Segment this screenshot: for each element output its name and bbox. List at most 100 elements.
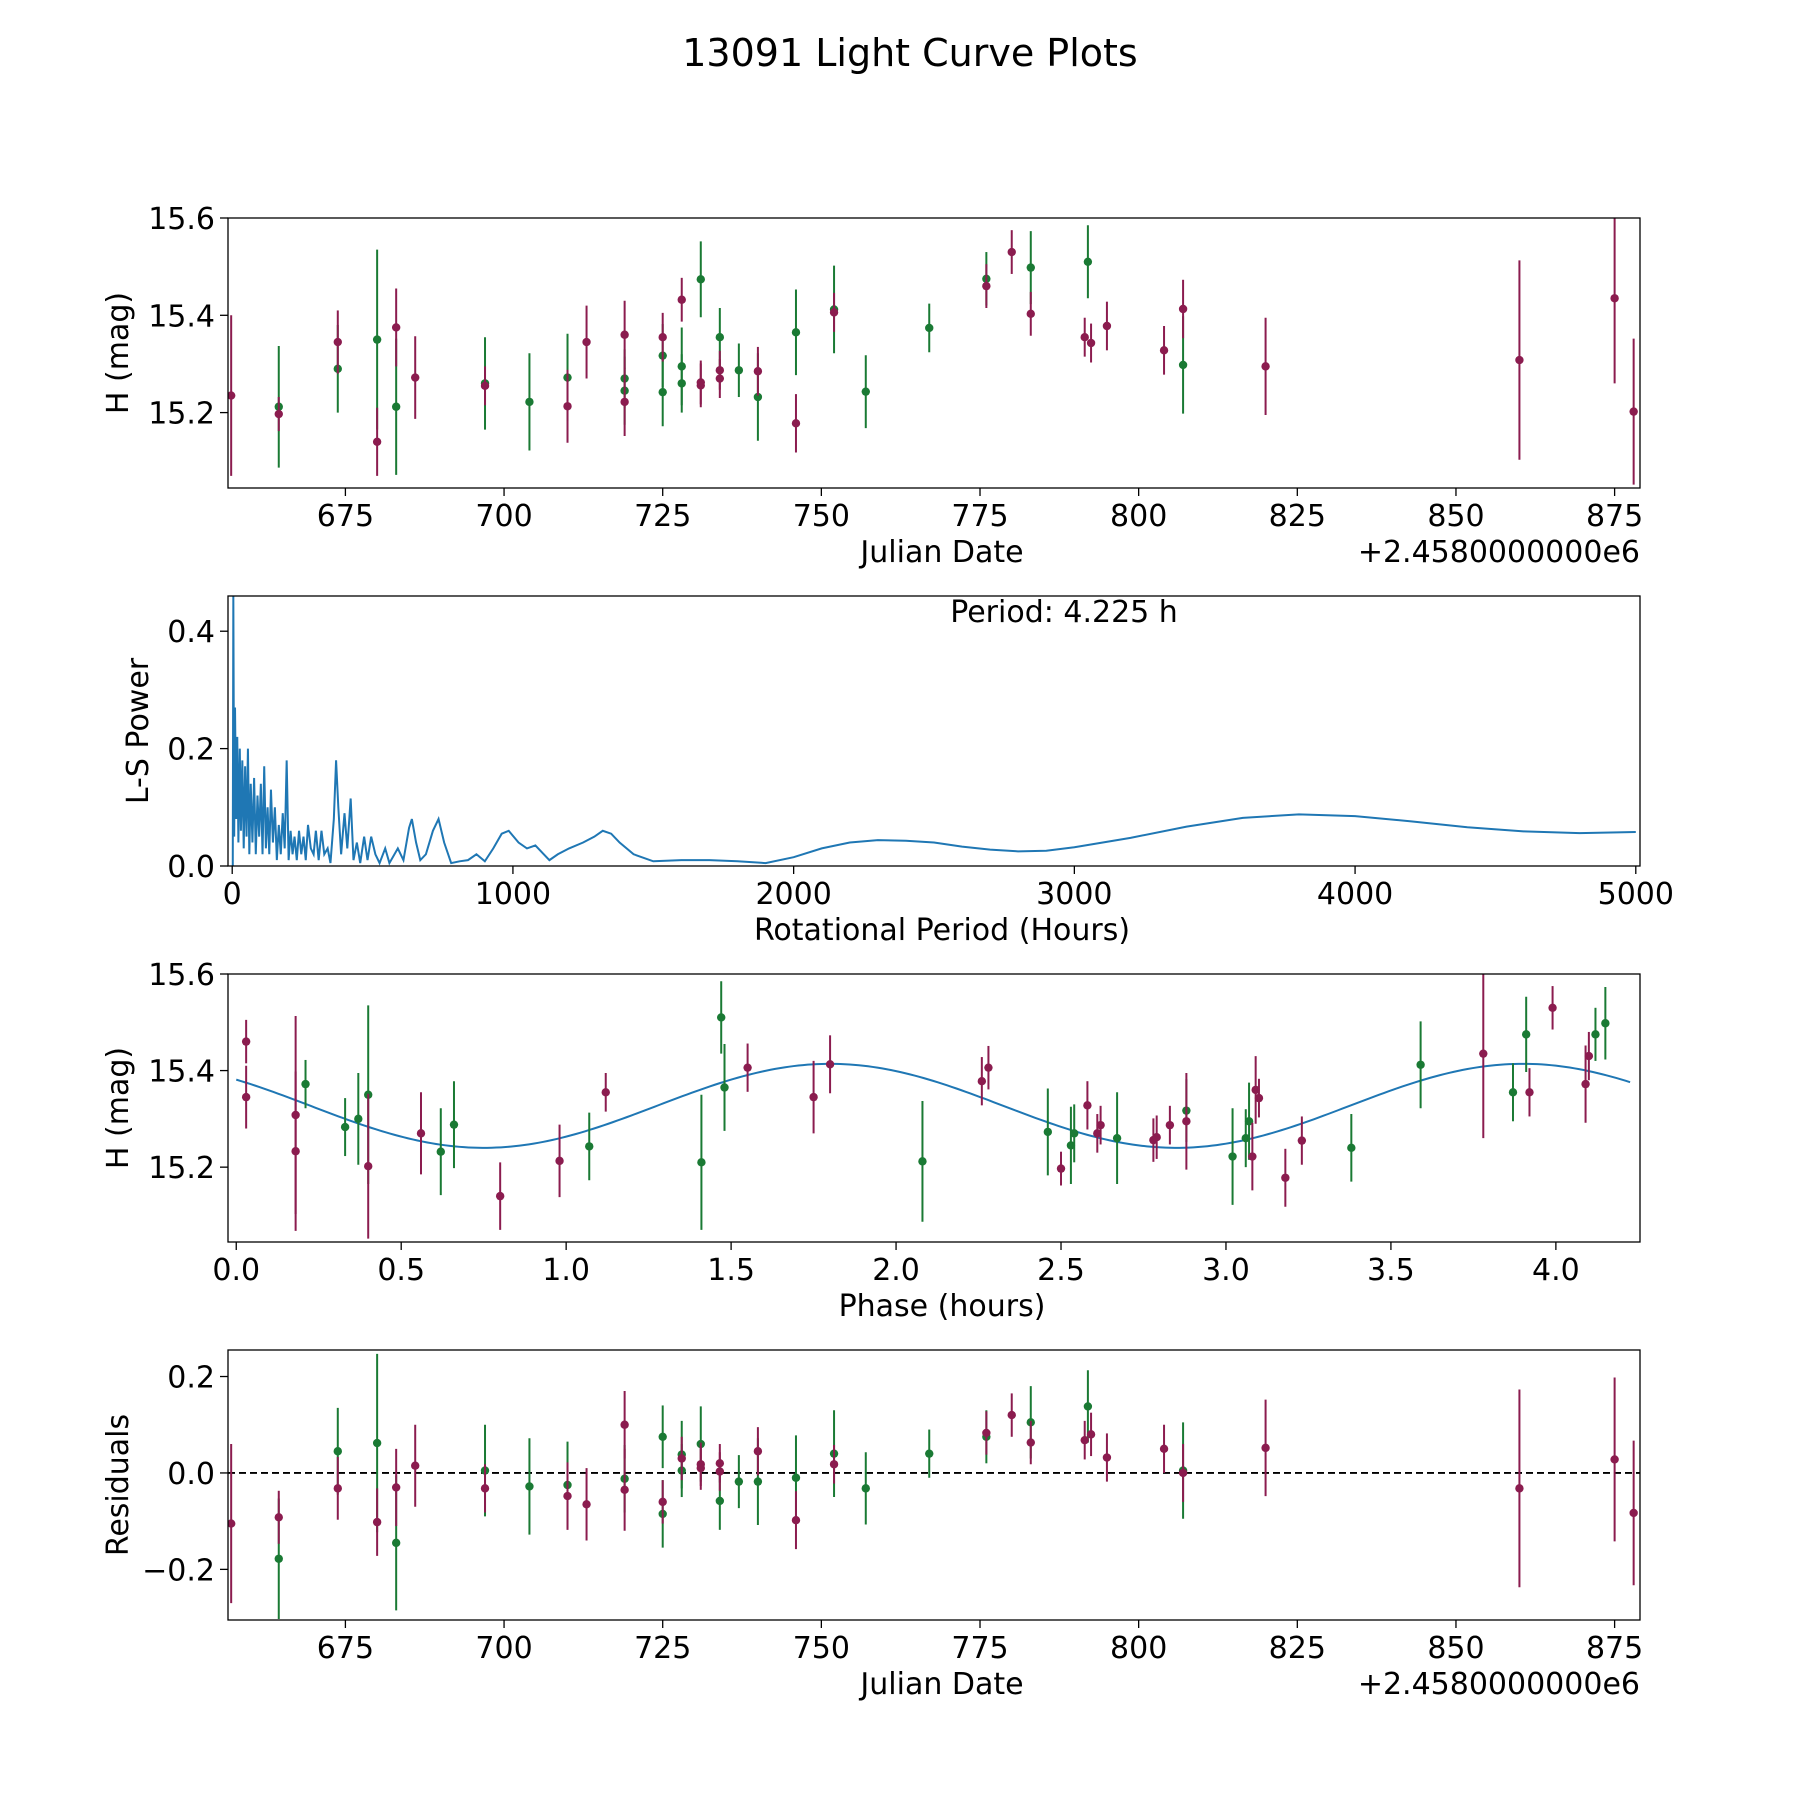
marker-maroon — [620, 1485, 629, 1495]
data-point-maroon — [984, 1045, 993, 1090]
data-point-maroon — [658, 312, 667, 362]
marker-maroon — [1261, 362, 1270, 371]
data-point-maroon — [228, 315, 236, 476]
marker-maroon — [1159, 346, 1169, 355]
axes-frame — [227, 1349, 1641, 1621]
x-axis-label: Rotational Period (Hours) — [754, 913, 1130, 948]
y-axis-label: L-S Power — [121, 657, 156, 804]
data-point-green — [1070, 1104, 1079, 1163]
data-point-maroon — [1281, 1148, 1290, 1207]
data-point-maroon — [391, 1448, 401, 1526]
marker-maroon — [1261, 1443, 1270, 1453]
data-point-maroon — [1515, 260, 1524, 460]
marker-green — [1591, 1030, 1600, 1039]
x-tick-label: 850 — [1427, 499, 1484, 534]
x-tick-label: 3.5 — [1367, 1253, 1415, 1288]
data-point-maroon — [1525, 1068, 1534, 1117]
marker-maroon — [1629, 407, 1638, 416]
x-tick-label: 0.0 — [212, 1253, 260, 1288]
marker-maroon — [563, 1491, 572, 1501]
x-tick-label: 750 — [793, 499, 850, 534]
marker-green — [753, 392, 763, 402]
y-axis-label: H (mag) — [101, 1047, 136, 1169]
data-point-maroon — [1629, 338, 1638, 485]
data-point-maroon — [1026, 1420, 1035, 1465]
marker-maroon — [411, 373, 420, 382]
marker-maroon — [274, 1513, 283, 1522]
marker-maroon — [715, 374, 725, 383]
x-tick-label: 675 — [317, 1631, 374, 1666]
data-point-maroon — [677, 1436, 686, 1481]
marker-maroon — [791, 419, 801, 428]
marker-maroon — [563, 402, 572, 411]
marker-green — [1066, 1141, 1076, 1150]
y-tick-label: 15.4 — [148, 1055, 215, 1090]
marker-green — [1521, 1030, 1531, 1039]
x-tick-label: 700 — [475, 499, 532, 534]
axes-frame — [227, 217, 1641, 489]
data-point-maroon — [1152, 1115, 1161, 1159]
data-point-maroon — [1159, 326, 1169, 375]
x-tick-label: 700 — [475, 1631, 532, 1666]
marker-maroon — [825, 1060, 835, 1069]
y-tick-label: 0.4 — [167, 615, 215, 650]
data-point-maroon — [1080, 317, 1089, 357]
data-point-green — [697, 1094, 706, 1230]
data-point-green — [918, 1100, 927, 1222]
marker-green — [449, 1120, 459, 1129]
marker-maroon — [1096, 1120, 1105, 1130]
marker-maroon — [982, 1428, 991, 1438]
data-point-maroon — [1261, 317, 1270, 416]
x-axis-label: Phase (hours) — [839, 1289, 1046, 1324]
y-tick-label: 0.0 — [167, 1457, 215, 1492]
panel-periodogram: 0 1000 2000 3000 4000 5000 0.0 0.2 0.4 Rotational… — [121, 595, 1674, 948]
data-point-green — [696, 241, 705, 318]
x-tick-label: 2.0 — [872, 1253, 920, 1288]
marker-green — [1083, 257, 1093, 266]
marker-maroon — [977, 1077, 987, 1086]
y-tick-label: −0.2 — [142, 1553, 215, 1588]
x-axis-label: Julian Date — [858, 1667, 1023, 1702]
data-point-maroon — [563, 1462, 572, 1530]
data-point-maroon — [1251, 1056, 1260, 1124]
data-point-maroon — [1080, 1420, 1089, 1460]
model-fit-curve — [235, 1062, 1631, 1149]
marker-maroon — [228, 1519, 236, 1528]
data-point-maroon — [829, 292, 839, 332]
data-point-green — [677, 354, 686, 413]
marker-maroon — [620, 330, 629, 339]
data-point-green — [340, 1098, 350, 1157]
marker-green — [1043, 1127, 1053, 1137]
data-point-maroon — [753, 346, 763, 396]
data-point-maroon — [1093, 1114, 1102, 1153]
data-point-green — [1112, 1092, 1122, 1185]
marker-maroon — [582, 337, 591, 347]
data-point-maroon — [620, 367, 629, 436]
marker-maroon — [1007, 1410, 1016, 1420]
data-point-maroon — [333, 1457, 342, 1520]
data-point-maroon — [495, 1162, 505, 1230]
marker-maroon — [1515, 1484, 1524, 1493]
marker-maroon — [677, 1454, 686, 1463]
marker-maroon — [1515, 355, 1524, 365]
marker-maroon — [274, 409, 283, 419]
marker-maroon — [677, 295, 686, 304]
data-point-maroon — [1629, 1440, 1638, 1586]
marker-maroon — [333, 337, 342, 347]
x-tick-label: 0.5 — [377, 1253, 425, 1288]
marker-maroon — [1629, 1508, 1638, 1518]
marker-maroon — [1083, 1101, 1092, 1110]
data-point-maroon — [753, 1427, 763, 1476]
data-point-maroon — [1159, 1424, 1169, 1473]
marker-maroon — [391, 323, 401, 332]
data-point-maroon — [1026, 291, 1035, 336]
y-axis-label: Residuals — [101, 1414, 136, 1556]
data-point-maroon — [809, 1060, 818, 1134]
data-point-green — [1347, 1114, 1356, 1182]
marker-green — [734, 1477, 744, 1486]
marker-maroon — [372, 437, 382, 446]
data-point-maroon — [563, 369, 572, 443]
data-point-maroon — [372, 1488, 382, 1556]
data-point-maroon — [1261, 1399, 1270, 1497]
marker-maroon — [1086, 338, 1096, 348]
